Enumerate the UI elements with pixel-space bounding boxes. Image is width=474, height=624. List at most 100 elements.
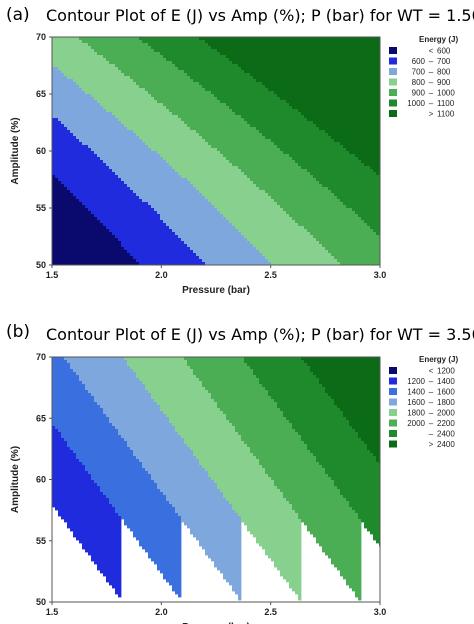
contour-cell [298, 112, 302, 167]
contour-cell [193, 357, 197, 376]
contour-cell [85, 94, 89, 146]
contour-cell [97, 37, 101, 56]
contour-cell [232, 226, 236, 266]
contour-cell [226, 420, 230, 502]
legend-swatch [389, 78, 397, 86]
contour-cell [163, 357, 167, 415]
contour-cell [328, 136, 332, 191]
contour-cell [307, 366, 311, 451]
contour-cell [199, 465, 203, 547]
contour-cell [322, 357, 326, 388]
contour-cell [208, 357, 212, 394]
contour-cell [97, 103, 101, 158]
contour-cell [241, 118, 245, 173]
contour-cell [73, 82, 77, 137]
contour-cell [67, 37, 71, 80]
contour-cell [307, 232, 311, 266]
contour-cell [187, 181, 191, 248]
contour-cell [340, 37, 344, 146]
contour-cell [280, 37, 284, 101]
contour-cell [160, 411, 164, 493]
legend-high: 1100 [437, 99, 455, 108]
contour-cell [94, 357, 98, 403]
contour-cell [301, 226, 305, 266]
contour-cell [172, 115, 176, 170]
contour-cell [121, 124, 125, 182]
contour-cell [181, 37, 185, 71]
contour-cell [139, 199, 143, 266]
contour-cell [367, 357, 371, 451]
legend-separator: – [429, 430, 434, 439]
contour-cell [127, 130, 131, 188]
contour-cell [331, 357, 335, 400]
contour-cell [346, 420, 350, 502]
contour-cell [184, 244, 188, 266]
contour-cell [94, 483, 98, 565]
contour-cell [295, 109, 299, 164]
contour-cell [148, 393, 152, 475]
contour-cell [157, 52, 161, 104]
contour-cell [274, 486, 278, 568]
contour-cell [322, 468, 326, 553]
contour-cell [337, 408, 341, 490]
contour-cell [328, 190, 332, 254]
contour-cell [226, 106, 230, 161]
contour-cell [220, 55, 224, 104]
contour-cell [208, 37, 212, 47]
contour-field [52, 37, 381, 266]
contour-cell [106, 417, 110, 499]
contour-cell [316, 181, 320, 242]
contour-cell [325, 393, 329, 475]
contour-cell [148, 94, 152, 149]
contour-cell [376, 462, 380, 544]
contour-cell [169, 357, 173, 424]
contour-cell [112, 115, 116, 173]
contour-cell [139, 139, 143, 200]
contour-cell [202, 357, 206, 388]
contour-cell [241, 441, 245, 523]
contour-cell [163, 160, 167, 224]
contour-cell [259, 133, 263, 191]
contour-cell [349, 357, 353, 427]
contour-cell [142, 357, 146, 385]
contour-cell [61, 184, 65, 266]
contour-cell [181, 178, 185, 242]
contour-cell [361, 220, 365, 266]
contour-cell [205, 471, 209, 556]
contour-cell [178, 238, 182, 266]
contour-cell [334, 486, 338, 568]
contour-cell [229, 109, 233, 164]
contour-cell [172, 169, 176, 233]
contour-cell [358, 37, 362, 161]
contour-cell [193, 253, 197, 266]
contour-cell [52, 175, 56, 266]
contour-cell [283, 100, 287, 155]
contour-cell [253, 37, 257, 80]
contour-cell [76, 85, 80, 140]
contour-cell [64, 360, 68, 442]
contour-cell [130, 357, 134, 370]
contour-cell [217, 489, 221, 571]
contour-cell [319, 130, 323, 185]
contour-cell [67, 190, 71, 266]
contour-cell [217, 151, 221, 212]
contour-cell [55, 178, 59, 266]
contour-cell [235, 115, 239, 167]
chart-title: Contour Plot of E (J) vs Amp (%); P (bar… [46, 6, 474, 25]
contour-cell [262, 37, 266, 86]
contour-cell [253, 79, 257, 128]
legend-separator: – [429, 409, 434, 418]
contour-cell [97, 157, 101, 221]
contour-cell [244, 73, 248, 122]
contour-cell [271, 480, 275, 562]
contour-cell [175, 513, 179, 595]
contour-cell [166, 357, 170, 418]
contour-cell [289, 106, 293, 158]
contour-cell [211, 148, 215, 206]
contour-cell [154, 151, 158, 212]
contour-cell [274, 94, 278, 146]
contour-cell [154, 357, 158, 403]
contour-cell [343, 357, 347, 418]
contour-cell [241, 70, 245, 119]
legend-low: 1000 [407, 99, 425, 108]
